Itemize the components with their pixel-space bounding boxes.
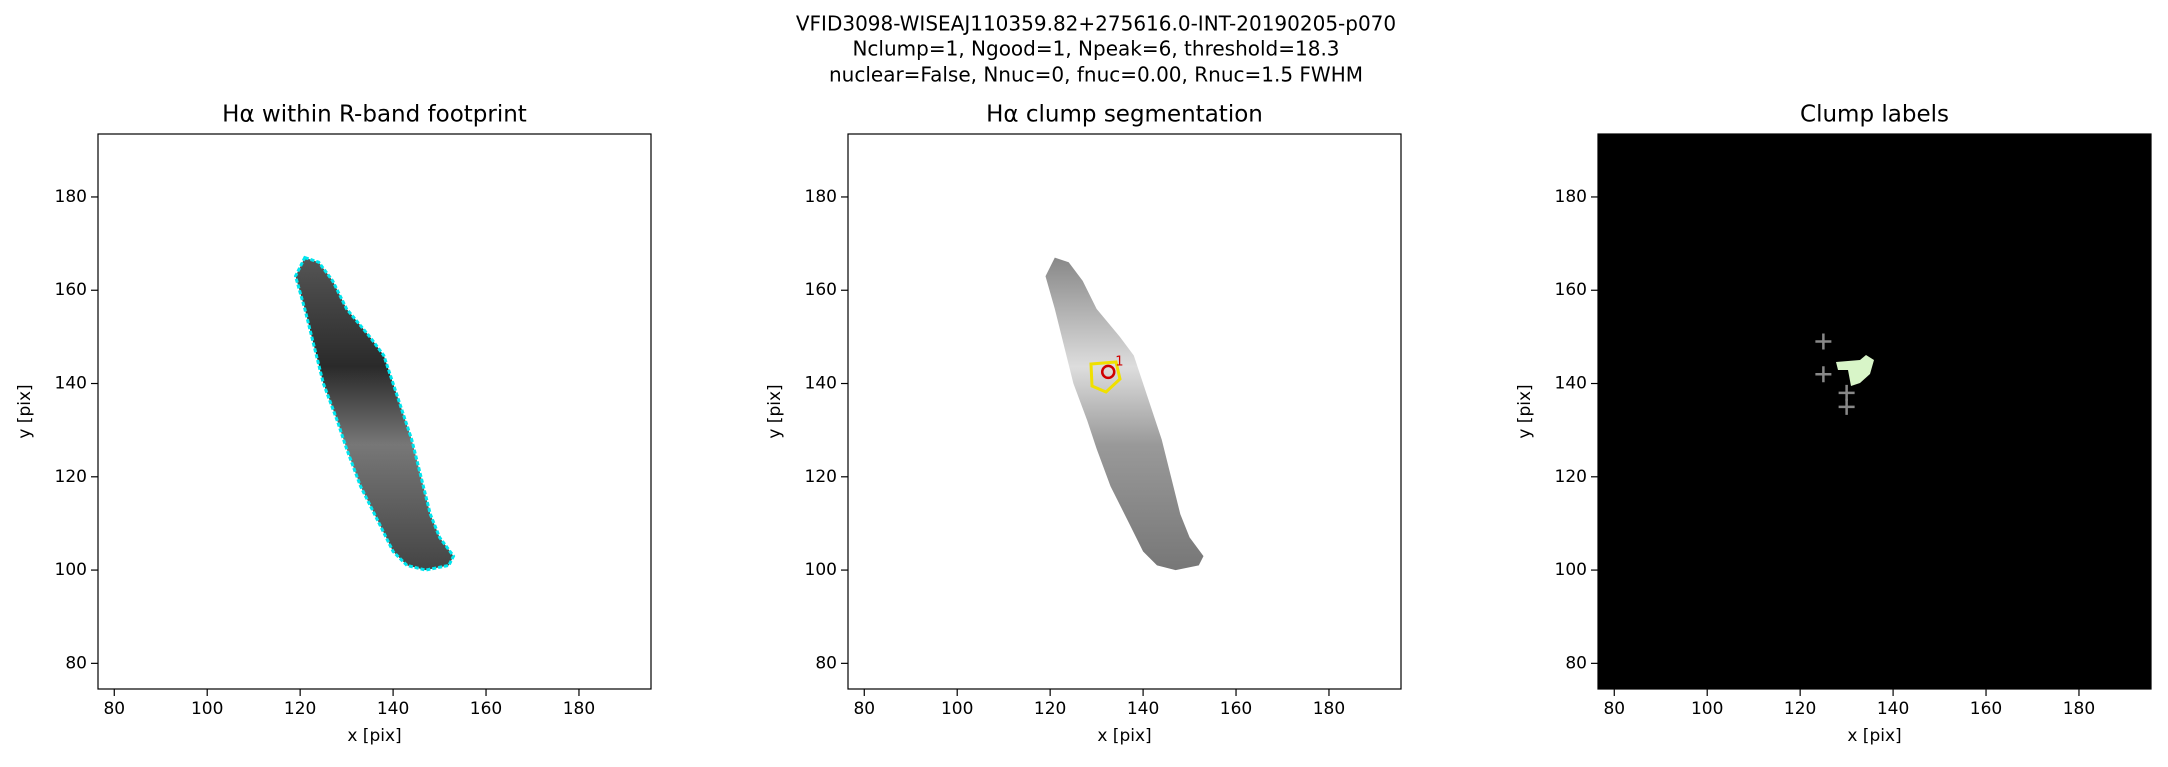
clump-marker	[1100, 364, 1116, 380]
y-tick-label: 100	[55, 560, 87, 580]
x-tick-label: 140	[1127, 699, 1159, 719]
x-tick-label: 140	[1877, 699, 1909, 719]
suptitle-line: Nclump=1, Ngood=1, Npeak=6, threshold=18…	[852, 37, 1339, 61]
y-tick-label: 80	[65, 653, 87, 673]
suptitle-line: nuclear=False, Nnuc=0, fnuc=0.00, Rnuc=1…	[829, 63, 1363, 87]
clump-label-image	[1836, 355, 1874, 386]
y-tick-label: 160	[805, 280, 837, 300]
y-tick-label: 180	[805, 187, 837, 207]
x-tick-label: 100	[191, 699, 223, 719]
x-tick-label: 80	[853, 699, 875, 719]
x-tick-label: 100	[1691, 699, 1723, 719]
clump-id: 1	[1115, 354, 1123, 369]
x-tick-label: 180	[1313, 699, 1345, 719]
y-tick-label: 160	[1555, 280, 1587, 300]
x-tick-label: 80	[103, 699, 125, 719]
y-tick-label: 160	[55, 280, 87, 300]
y-axis-label: y [pix]	[765, 384, 785, 438]
panel: 80 100 120 140 160 180 80 100 120 140 160 180 Hα wit…	[15, 102, 652, 746]
x-axis-label: x [pix]	[347, 726, 401, 746]
axes-frame	[847, 133, 1402, 690]
y-tick-label: 80	[1565, 653, 1587, 673]
y-axis-label: y [pix]	[1515, 384, 1535, 438]
peak-marker	[1815, 366, 1832, 383]
y-tick-label: 140	[55, 374, 87, 394]
peak-marker	[1838, 398, 1855, 415]
image-background	[1598, 134, 2151, 689]
axes-frame	[97, 133, 652, 690]
x-axis-label: x [pix]	[1847, 726, 1901, 746]
panel-title: Hα within R-band footprint	[222, 102, 527, 128]
axes-frame	[1597, 133, 2152, 690]
x-tick-label: 160	[1970, 699, 2002, 719]
y-tick-label: 140	[805, 374, 837, 394]
y-tick-label: 120	[805, 467, 837, 487]
image	[1045, 257, 1204, 571]
panel-title: Clump labels	[1800, 102, 1949, 128]
x-tick-label: 160	[1220, 699, 1252, 719]
suptitle-line: VFID3098-WISEAJ110359.82+275616.0-INT-20…	[796, 12, 1396, 36]
panel-title: Hα clump segmentation	[986, 102, 1263, 128]
y-tick-label: 180	[55, 187, 87, 207]
image	[294, 256, 455, 572]
y-tick-label: 180	[1555, 187, 1587, 207]
x-tick-label: 120	[1784, 699, 1816, 719]
y-tick-label: 100	[805, 560, 837, 580]
x-tick-label: 120	[284, 699, 316, 719]
y-tick-label: 120	[1555, 467, 1587, 487]
x-tick-label: 180	[563, 699, 595, 719]
clump-contour	[1089, 360, 1122, 394]
x-tick-label: 160	[470, 699, 502, 719]
x-tick-label: 80	[1603, 699, 1625, 719]
x-tick-label: 100	[941, 699, 973, 719]
x-tick-label: 120	[1034, 699, 1066, 719]
x-tick-label: 140	[377, 699, 409, 719]
peak-marker	[1838, 384, 1855, 401]
x-axis-label: x [pix]	[1097, 726, 1151, 746]
y-tick-label: 80	[815, 653, 837, 673]
y-tick-label: 120	[55, 467, 87, 487]
y-axis-label: y [pix]	[15, 384, 35, 438]
peak-marker	[1815, 333, 1832, 350]
x-tick-label: 180	[2063, 699, 2095, 719]
y-tick-label: 100	[1555, 560, 1587, 580]
y-tick-label: 140	[1555, 374, 1587, 394]
panel: 80 100 120 140 160 180 80 100 120 140 160 180 Clump …	[1515, 102, 2152, 746]
